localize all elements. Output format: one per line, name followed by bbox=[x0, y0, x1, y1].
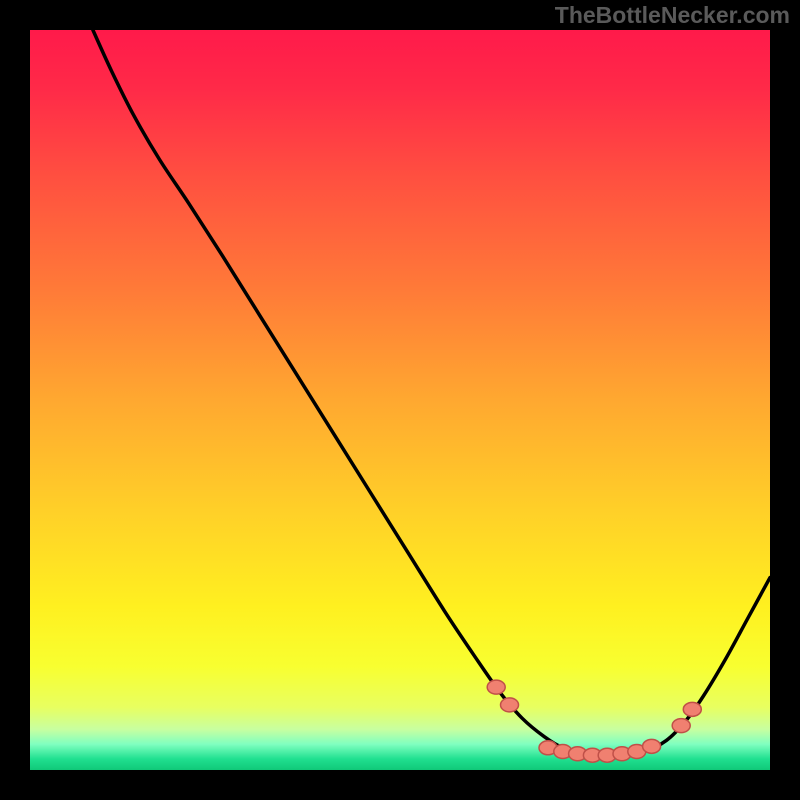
curve-marker bbox=[487, 680, 505, 694]
bottleneck-curve bbox=[93, 30, 770, 755]
curve-marker bbox=[501, 698, 519, 712]
curve-marker bbox=[643, 739, 661, 753]
plot-area bbox=[30, 30, 770, 770]
curve-marker bbox=[683, 702, 701, 716]
watermark-text: TheBottleNecker.com bbox=[555, 2, 790, 29]
marker-group bbox=[487, 680, 701, 762]
curve-marker bbox=[672, 719, 690, 733]
curve-layer bbox=[30, 30, 770, 770]
